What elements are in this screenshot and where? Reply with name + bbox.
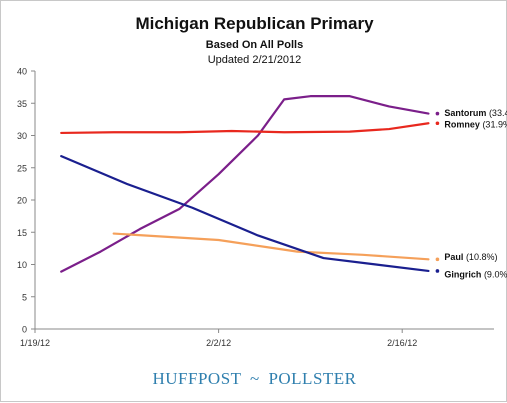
- y-tick-label: 10: [17, 260, 27, 270]
- series-line-romney: [60, 122, 430, 135]
- y-tick-label: 35: [17, 99, 27, 109]
- x-tick-label: 1/19/12: [20, 338, 50, 348]
- series-label-paul: Paul (10.8%): [444, 252, 497, 262]
- pollster-logo: HUFFPOST ~ POLLSTER: [1, 369, 507, 389]
- series-end-marker-paul: [435, 257, 440, 262]
- series-label-santorum: Santorum (33.4%): [444, 108, 507, 118]
- brand-left-text: HUFFPOST: [152, 369, 242, 388]
- series-label-name: Romney: [444, 120, 480, 130]
- series-label-romney: Romney (31.9%): [444, 120, 507, 130]
- series-line-gingrich: [60, 155, 430, 273]
- series-label-value: (31.9%): [480, 120, 507, 130]
- series-end-marker-romney: [435, 121, 440, 126]
- y-tick-label: 20: [17, 196, 27, 206]
- brand-mark: ~: [249, 369, 260, 388]
- series-label-name: Santorum: [444, 108, 486, 118]
- series-label-name: Paul: [444, 252, 463, 262]
- brand-right-text: POLLSTER: [268, 369, 357, 388]
- chart-title: Michigan Republican Primary: [135, 14, 374, 33]
- series-end-marker-gingrich: [435, 269, 440, 273]
- series-label-value: (9.0%): [481, 269, 507, 279]
- y-tick-label: 30: [17, 131, 27, 141]
- series-label-gingrich: Gingrich (9.0%): [444, 269, 507, 279]
- series-line-santorum: [60, 95, 430, 273]
- series-label-name: Gingrich: [444, 269, 481, 279]
- y-tick-label: 25: [17, 163, 27, 173]
- updated-date: Updated 2/21/2012: [207, 54, 302, 66]
- x-tick-label: 2/16/12: [387, 338, 417, 348]
- y-tick-label: 15: [17, 228, 27, 238]
- x-tick-label: 2/2/12: [206, 338, 231, 348]
- series-label-value: (10.8%): [463, 252, 497, 262]
- series-end-marker-santorum: [435, 111, 440, 116]
- chart-subtitle: Based On All Polls: [205, 39, 304, 51]
- y-tick-label: 0: [22, 325, 27, 335]
- series-line-paul: [112, 232, 430, 261]
- y-tick-label: 40: [17, 67, 27, 77]
- series-label-value: (33.4%): [486, 108, 507, 118]
- y-tick-label: 5: [22, 292, 27, 302]
